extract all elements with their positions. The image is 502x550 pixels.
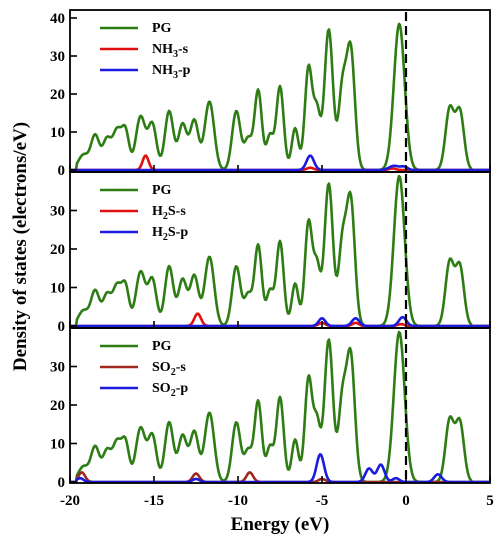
series-line-PG — [69, 22, 491, 172]
panel-1: 0 10 20 30 40 PG NH3-s NH3-p — [50, 9, 491, 179]
legend-label: H2S-p — [152, 225, 188, 243]
legend: PG NH3-s NH3-p — [100, 21, 191, 81]
series-line-NH3-s — [69, 154, 491, 172]
series-line-H2S-p — [69, 315, 491, 328]
y-tick-label: 10 — [50, 125, 65, 141]
x-tick-label: 5 — [486, 493, 494, 509]
legend: PG H2S-s H2S-p — [100, 183, 188, 243]
legend-label: NH3-s — [152, 42, 189, 60]
y-tick-label: 40 — [50, 11, 65, 27]
x-tick-label: -20 — [60, 493, 80, 509]
legend-label: SO2-p — [152, 381, 188, 399]
legend-label: SO2-s — [152, 360, 186, 378]
legend-label: PG — [152, 21, 172, 36]
y-axis-label: Density of states (electrons/eV) — [10, 122, 31, 371]
y-tick-label: 0 — [58, 475, 66, 491]
legend-label: PG — [152, 183, 172, 198]
series-line-PG — [69, 330, 491, 484]
series-line-SO2-s — [69, 471, 491, 484]
legend-label: NH3-p — [152, 63, 191, 81]
y-tick-label: 20 — [50, 242, 65, 258]
dos-panels: 0 10 20 30 40 PG NH3-s NH3-p 0 10 20 30 PG H2S-s H2S-p… — [50, 9, 491, 491]
y-tick-label: 20 — [50, 398, 65, 414]
series-line-H2S-s — [69, 312, 491, 328]
x-axis-label: Energy (eV) — [231, 514, 330, 535]
x-tick-label: -5 — [316, 493, 329, 509]
legend: PG SO2-s SO2-p — [100, 339, 188, 399]
y-tick-label: 0 — [58, 163, 66, 179]
y-tick-label: 30 — [50, 49, 65, 65]
series-line-NH3-p — [69, 154, 491, 172]
legend-label: PG — [152, 339, 172, 354]
y-tick-label: 0 — [58, 319, 66, 335]
panel-2: 0 10 20 30 PG H2S-s H2S-p — [50, 171, 491, 335]
series-line-SO2-p — [69, 453, 491, 484]
y-tick-label: 10 — [50, 437, 65, 453]
x-tick-label: -15 — [144, 493, 164, 509]
panel-3: 0 10 20 30 PG SO2-s SO2-p — [50, 327, 491, 491]
y-tick-label: 30 — [50, 360, 65, 376]
x-tick-label: -10 — [228, 493, 248, 509]
y-tick-label: 10 — [50, 281, 65, 297]
x-tick-label: 0 — [402, 493, 410, 509]
y-tick-label: 20 — [50, 87, 65, 103]
x-axis-ticks: -20 -15 -10 -5 0 5 — [60, 493, 494, 509]
series-line-PG — [69, 174, 491, 328]
y-tick-label: 30 — [50, 204, 65, 220]
legend-label: H2S-s — [152, 204, 186, 222]
